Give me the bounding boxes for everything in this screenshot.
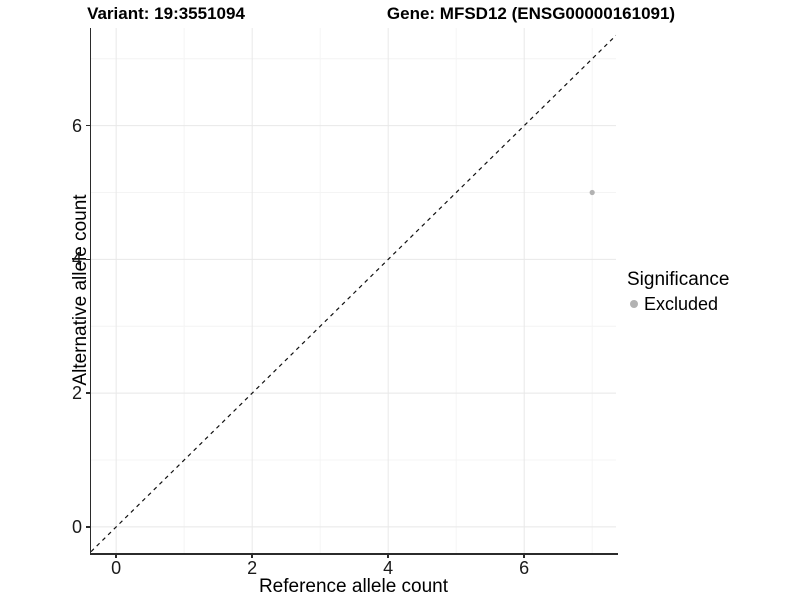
plot-title-variant: Variant: 19:3551094 [87, 4, 245, 23]
x-axis-line [89, 553, 618, 555]
y-tick-label: 4 [71, 249, 82, 270]
chart-canvas [91, 28, 616, 553]
legend-title: Significance [627, 269, 730, 290]
plot-title-gene: Gene: MFSD12 (ENSG00000161091) [386, 4, 676, 23]
legend: Significance Excluded [627, 268, 729, 315]
excluded-point-icon [630, 300, 638, 308]
x-axis-title: Reference allele count [258, 576, 449, 597]
x-axis-tick [251, 553, 253, 558]
plot-panel [91, 28, 616, 553]
y-tick-label: 6 [71, 115, 82, 136]
identity-line [91, 34, 616, 553]
y-axis-line [89, 28, 91, 555]
y-tick-label: 2 [71, 383, 82, 404]
legend-item-label: Excluded [644, 294, 719, 314]
y-axis-tick [86, 526, 91, 528]
y-tick-label: 0 [71, 516, 82, 537]
legend-item-excluded: Excluded [627, 293, 729, 315]
x-axis-tick [115, 553, 117, 558]
x-tick-label: 0 [111, 558, 122, 578]
y-axis-tick [86, 258, 91, 261]
x-tick-label: 4 [383, 558, 394, 578]
data-point [589, 189, 595, 196]
y-axis-tick [86, 124, 91, 127]
x-tick-label: 6 [519, 558, 530, 578]
y-axis-tick [86, 392, 91, 394]
x-axis-tick [387, 553, 389, 558]
x-axis-tick [523, 553, 525, 558]
x-tick-label: 2 [247, 558, 258, 578]
